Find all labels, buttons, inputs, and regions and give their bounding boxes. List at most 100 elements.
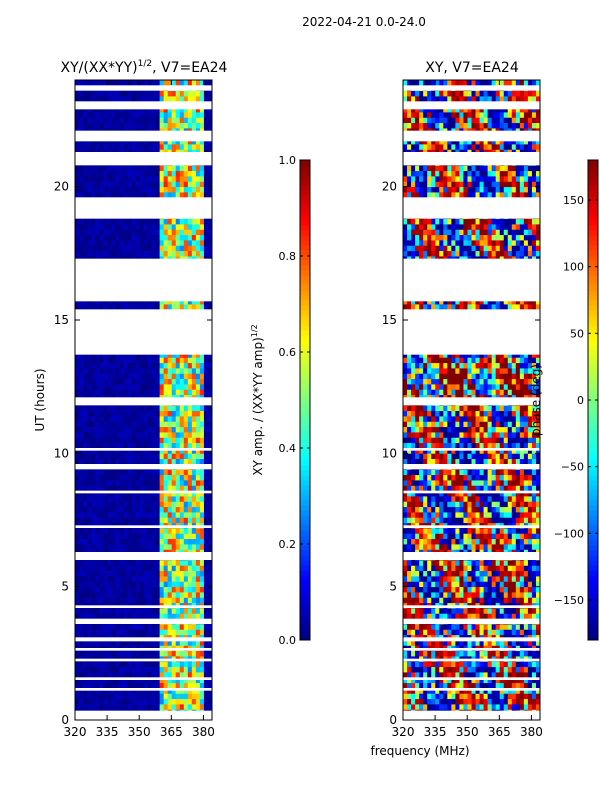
heatmap-cell [163,144,169,150]
heatmap-cell [199,544,205,550]
heatmap-cell [407,608,412,614]
heatmap-cell [139,186,144,193]
heatmap-cell [163,165,169,172]
colorbar-step [300,380,310,386]
heatmap-cell [91,240,96,246]
heatmap-cell [159,698,165,705]
heatmap-cell [115,581,120,588]
heatmap-cell [427,677,432,684]
heatmap-cell [155,666,161,673]
heatmap-cell [147,480,152,486]
heatmap-cell [183,218,189,225]
heatmap-cell [143,496,148,502]
heatmap-cell [167,682,173,689]
heatmap-cell [195,245,201,252]
heatmap-cell [199,640,205,646]
heatmap-cell [151,90,156,97]
heatmap-cell [79,421,84,428]
heatmap-cell [131,96,136,102]
colorbar-step [300,600,310,606]
heatmap-cell [511,661,517,668]
heatmap-cell [99,245,104,252]
heatmap-cell [99,533,104,540]
heatmap-cell [163,533,169,540]
heatmap-cell [191,597,197,604]
heatmap-cell [179,517,185,524]
heatmap-cell [199,250,205,257]
heatmap-cell [191,368,197,374]
heatmap-cell [159,506,165,513]
heatmap-cell [131,650,136,657]
heatmap-cell [139,698,144,705]
heatmap-cell [199,410,205,417]
heatmap-cell [127,538,132,545]
heatmap-cell [135,544,140,550]
heatmap-cell [87,298,92,305]
heatmap-cell [87,410,92,417]
heatmap-cell [99,490,104,497]
heatmap-cell [511,672,517,678]
heatmap-cell [187,122,193,129]
heatmap-cell [503,688,509,694]
heatmap-cell [175,506,181,513]
heatmap-cell [107,490,112,497]
heatmap-cell [119,432,124,438]
heatmap-cell [79,176,84,182]
heatmap-cell [199,592,205,598]
heatmap-cell [131,112,136,118]
heatmap-cell [479,661,484,668]
heatmap-cell [451,661,456,668]
heatmap-cell [203,533,209,540]
heatmap-cell [435,677,440,684]
heatmap-cell [191,218,197,225]
heatmap-cell [191,560,197,566]
heatmap-cell [443,608,448,614]
heatmap-cell [95,80,100,86]
heatmap-cell [111,698,116,705]
heatmap-cell [119,421,124,428]
heatmap-cell [199,704,205,710]
heatmap-cell [91,144,96,150]
heatmap-cell [175,533,181,540]
heatmap-cell [179,96,185,102]
heatmap-cell [159,517,165,524]
heatmap-cell [123,640,128,646]
heatmap-cell [155,469,161,476]
heatmap-cell [123,704,128,710]
heatmap-cell [187,96,193,102]
heatmap-cell [203,229,209,236]
heatmap-cell [167,112,173,118]
heatmap-cell [203,448,209,454]
heatmap-cell [99,405,104,412]
heatmap-cell [135,469,140,476]
heatmap-cell [119,677,124,684]
heatmap-cell [83,485,88,492]
heatmap-cell [79,405,84,412]
heatmap-cell [167,181,173,188]
heatmap-cell [87,421,92,428]
heatmap-cell [131,570,136,577]
heatmap-cell [135,90,140,97]
heatmap-cell [175,442,181,449]
heatmap-cell [83,117,88,124]
heatmap-cell [207,421,213,428]
heatmap-cell [203,682,209,689]
heatmap-cell [487,661,493,668]
heatmap-cell [99,458,104,465]
heatmap-cell [163,592,169,598]
heatmap-cell [203,640,209,646]
heatmap-cell [179,106,185,113]
heatmap-cell [155,112,161,118]
heatmap-cell [123,405,128,412]
colorbar-step [300,635,310,641]
heatmap-cell [107,165,112,172]
heatmap-cell [167,240,173,246]
heatmap-cell [79,90,84,97]
heatmap-cell [207,501,213,508]
heatmap-cell [207,453,213,460]
heatmap-cell [87,485,92,492]
heatmap-cell [403,629,408,636]
heatmap-cell [79,410,84,417]
colorbar-step [300,195,310,201]
heatmap-cell [463,650,468,657]
